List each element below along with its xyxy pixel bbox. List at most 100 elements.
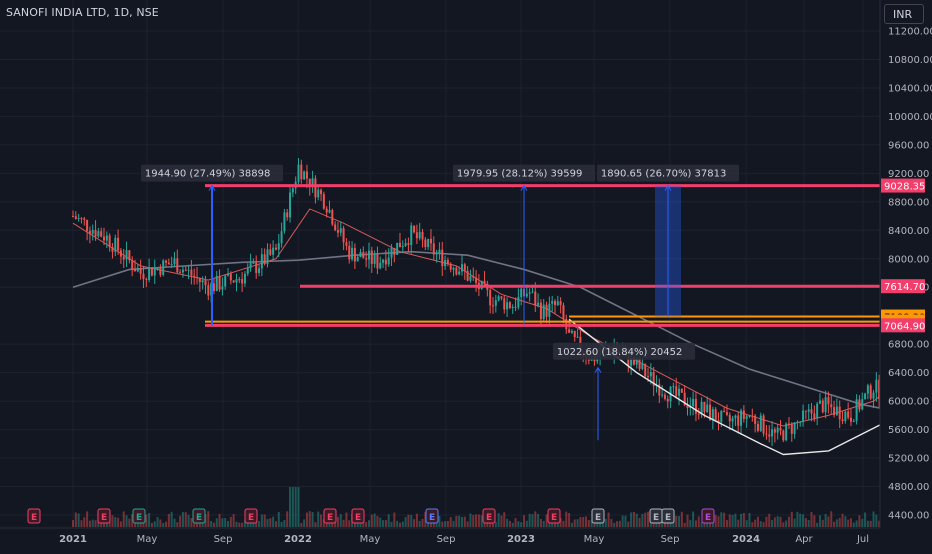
candle-body [577, 337, 579, 338]
volume-bar [422, 519, 424, 527]
horizontal-levels[interactable] [205, 186, 880, 326]
volume-bar [512, 523, 514, 527]
volume-bar [531, 514, 533, 527]
volume-bar [221, 518, 223, 527]
candle-body [360, 252, 362, 257]
candle-body [120, 250, 122, 256]
volume-bar [641, 514, 643, 527]
candle-body [374, 254, 376, 263]
volume-bar [295, 487, 297, 527]
candle-body [219, 276, 221, 289]
volume-bar [675, 516, 677, 527]
candle-body [873, 393, 875, 399]
candle-body [357, 257, 359, 261]
candle-body [100, 231, 102, 236]
volume-bar [382, 520, 384, 527]
candle-body [416, 232, 418, 238]
candle-body [410, 226, 412, 245]
candle-body [503, 298, 505, 309]
candle-body [78, 218, 80, 219]
candle-body [134, 269, 136, 271]
volume-bar [114, 517, 116, 527]
candle-body [247, 268, 249, 274]
candle-body [512, 307, 514, 308]
candle-body [283, 212, 285, 231]
volume-bar [737, 520, 739, 527]
volume-bar [210, 521, 212, 527]
volume-bar [89, 521, 91, 527]
symbol-title[interactable]: SANOFI INDIA LTD, 1D, NSE [6, 6, 159, 19]
volume-bar [751, 522, 753, 527]
volume-bar [858, 515, 860, 527]
volume-bar [348, 520, 350, 527]
candle-body [331, 210, 333, 224]
volume-bar [92, 520, 94, 527]
volume-bar [283, 520, 285, 527]
volume-bar [216, 518, 218, 527]
volume-bar [413, 519, 415, 527]
volume-bar [495, 522, 497, 527]
candle-body [489, 290, 491, 305]
volume-bar [698, 516, 700, 527]
candle-body [780, 428, 782, 431]
candle-body [847, 412, 849, 418]
candle-body [114, 238, 116, 252]
candle-body [681, 389, 683, 393]
candle-body [371, 251, 373, 264]
price-tick-label: 4800.00 [888, 482, 929, 493]
candle-body [472, 276, 474, 277]
time-tick-label: Sep [437, 534, 456, 545]
volume-bar [478, 515, 480, 527]
candle-body [340, 228, 342, 232]
volume-bar [165, 522, 167, 527]
candle-body [531, 292, 533, 293]
time-tick-label: May [360, 534, 381, 545]
candle-body [453, 268, 455, 270]
currency-button[interactable]: INR [884, 4, 924, 24]
volume-bar [588, 520, 590, 527]
volume-bar [266, 519, 268, 527]
volume-bar [173, 519, 175, 527]
volume-bar [393, 513, 395, 527]
price-tick-label: 8800.00 [888, 197, 929, 208]
measure-label: 1944.90 (27.49%) 38898 [145, 169, 270, 180]
candle-body [207, 285, 209, 295]
volume-bar [819, 515, 821, 527]
candle-body [111, 247, 113, 252]
candle-body [182, 270, 184, 273]
candle-body [802, 411, 804, 422]
volume-bar [272, 517, 274, 527]
time-tick-label: 2022 [284, 534, 312, 545]
candle-body [816, 404, 818, 418]
volume-bar [630, 512, 632, 527]
chart-drawings[interactable] [569, 316, 932, 455]
candle-body [526, 294, 528, 297]
candle-body [351, 248, 353, 259]
volume-bar [75, 512, 77, 527]
candle-body [266, 249, 268, 264]
volume-bar [562, 521, 564, 527]
candle-body [830, 404, 832, 407]
volume-bar [227, 521, 229, 527]
volume-bar [624, 516, 626, 527]
volume-bar [571, 523, 573, 527]
candle-body [692, 399, 694, 406]
candle-body [447, 260, 449, 264]
candle-body [168, 263, 170, 265]
candle-body [334, 225, 336, 231]
volume-bar [385, 520, 387, 527]
volume-bar [402, 522, 404, 527]
earnings-marker-label: E [429, 513, 435, 523]
candle-body [706, 405, 708, 413]
volume-bar [300, 523, 302, 527]
candle-body [317, 190, 319, 198]
candle-body [667, 399, 669, 401]
volume-bar [464, 517, 466, 527]
price-axis[interactable]: 11200.0010800.0010400.0010000.009600.009… [880, 0, 932, 530]
volume-bar [565, 512, 567, 527]
volume-bar [453, 521, 455, 527]
